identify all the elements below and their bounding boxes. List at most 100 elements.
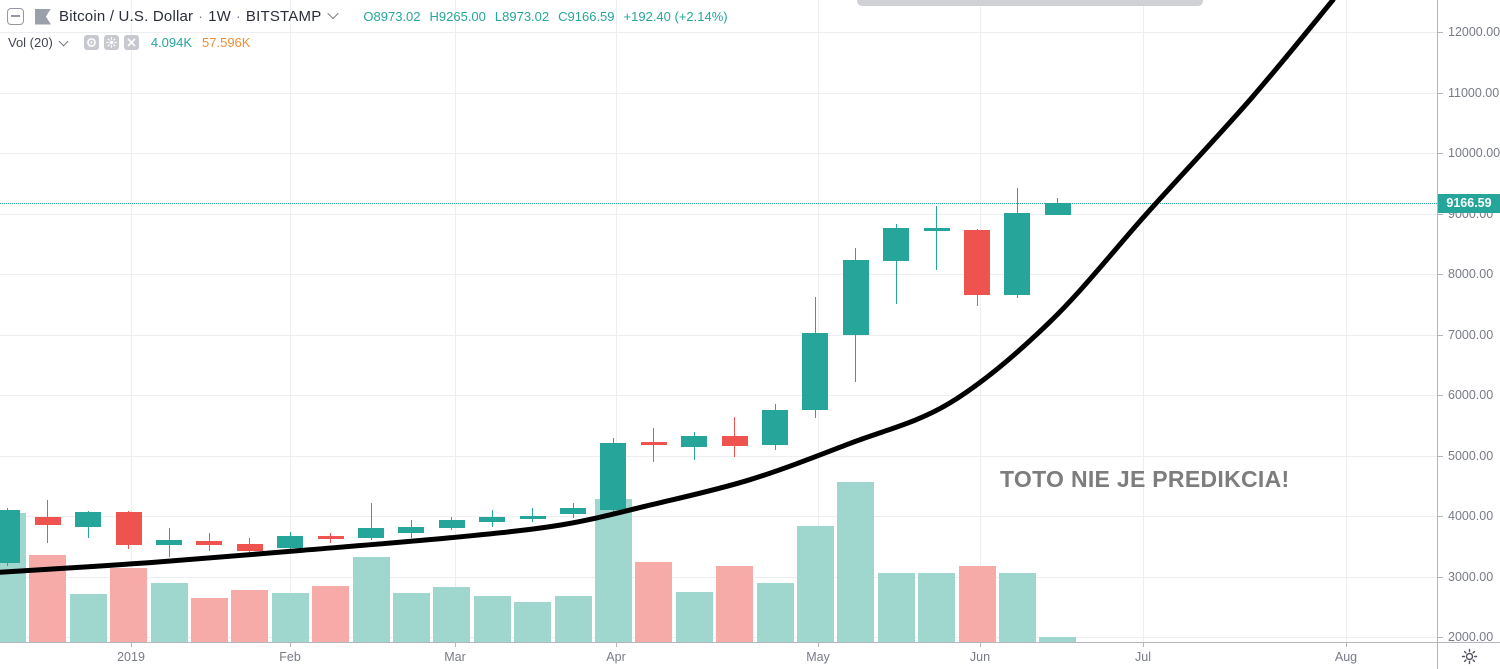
volume-bar bbox=[998, 572, 1036, 642]
indicator-legend: Vol (20) bbox=[8, 35, 250, 50]
price-axis-label: 5000.00 bbox=[1448, 448, 1494, 463]
candle-body bbox=[923, 228, 950, 231]
candle-body bbox=[640, 441, 667, 445]
volume-bar bbox=[958, 566, 996, 642]
grid-line-vertical bbox=[980, 0, 981, 642]
price-axis-tick bbox=[1438, 455, 1443, 457]
time-axis-tick bbox=[455, 643, 456, 647]
volume-bar bbox=[635, 561, 673, 642]
last-price-badge: 9166.59 bbox=[1438, 193, 1500, 213]
candle-wick bbox=[653, 427, 655, 463]
collapsed-toolbar-bar[interactable] bbox=[857, 0, 1203, 6]
collapse-panel-icon[interactable] bbox=[7, 8, 24, 25]
volume-current-value: 4.094K bbox=[150, 35, 193, 50]
candle-body bbox=[681, 435, 708, 447]
volume-bar bbox=[1039, 637, 1077, 642]
grid-line-horizontal bbox=[0, 334, 1437, 336]
candle-body bbox=[34, 517, 61, 526]
candle-body bbox=[196, 540, 223, 545]
volume-bar bbox=[554, 595, 592, 642]
price-axis-label: 3000.00 bbox=[1448, 569, 1494, 584]
time-axis-tick bbox=[980, 643, 981, 647]
low-value: L8973.02 bbox=[494, 9, 550, 24]
price-axis-tick bbox=[1438, 92, 1443, 94]
candle-body bbox=[1044, 203, 1071, 216]
candle-body bbox=[964, 229, 990, 296]
candle-body bbox=[115, 511, 142, 546]
chevron-down-icon[interactable] bbox=[327, 7, 340, 20]
candle-body bbox=[479, 517, 506, 522]
candle-wick bbox=[936, 206, 938, 270]
price-axis-label: 11000.00 bbox=[1448, 85, 1500, 100]
candle-body bbox=[358, 528, 384, 538]
price-axis[interactable]: 12000.00 11000.00 10000.00 9000.00 8000.00 70… bbox=[1437, 0, 1500, 644]
candle-body bbox=[721, 435, 748, 446]
volume-bar bbox=[594, 499, 632, 642]
time-axis-tick bbox=[1143, 643, 1144, 647]
volume-bar bbox=[433, 587, 471, 642]
volume-bar bbox=[796, 526, 834, 642]
time-axis-label: Apr bbox=[606, 650, 626, 664]
grid-line-horizontal bbox=[0, 395, 1437, 396]
axis-settings-gear-icon[interactable] bbox=[1461, 648, 1478, 665]
symbol-logo bbox=[35, 8, 51, 25]
candle-body bbox=[236, 543, 263, 552]
volume-bar bbox=[69, 594, 107, 642]
time-axis-label: Aug bbox=[1334, 650, 1358, 664]
symbol-title[interactable]: Bitcoin / U.S. Dollar · 1W · BITSTAMP bbox=[59, 8, 321, 25]
chevron-down-icon[interactable] bbox=[58, 36, 69, 47]
volume-bar bbox=[756, 583, 794, 642]
indicator-hide-icon[interactable] bbox=[83, 35, 99, 50]
time-axis-tick bbox=[131, 643, 132, 647]
candle-body bbox=[560, 508, 586, 515]
candle-body bbox=[842, 260, 869, 336]
high-value: H9265.00 bbox=[429, 9, 486, 24]
time-axis-tick bbox=[818, 643, 819, 647]
price-axis-label: 7000.00 bbox=[1448, 327, 1494, 342]
indicator-settings-icon[interactable] bbox=[103, 35, 119, 50]
volume-bar bbox=[918, 572, 956, 642]
indicator-name[interactable]: Vol (20) bbox=[8, 35, 53, 50]
price-axis-tick bbox=[1438, 516, 1443, 517]
volume-bar bbox=[392, 593, 430, 642]
chart-canvas[interactable] bbox=[0, 0, 1437, 642]
candle-body bbox=[277, 536, 304, 549]
volume-bar bbox=[837, 482, 875, 642]
trend-curve bbox=[0, 0, 1336, 575]
exchange-label: BITSTAMP bbox=[245, 8, 322, 25]
time-axis-label: May bbox=[806, 650, 830, 664]
price-axis-tick bbox=[1438, 153, 1443, 154]
grid-line-horizontal bbox=[0, 32, 1437, 33]
volume-bar bbox=[231, 589, 269, 642]
time-axis[interactable]: 2019 Feb Mar Apr May Jun Jul Aug bbox=[0, 642, 1500, 669]
time-axis-label: Jul bbox=[1135, 650, 1151, 664]
candle-body bbox=[762, 410, 788, 446]
volume-bar bbox=[473, 595, 511, 642]
grid-line-vertical bbox=[1346, 0, 1347, 642]
grid-line-vertical bbox=[131, 0, 132, 642]
symbol-name: Bitcoin / U.S. Dollar bbox=[59, 8, 194, 25]
price-axis-label: 8000.00 bbox=[1448, 267, 1494, 281]
title-separator: · bbox=[236, 8, 241, 24]
price-axis-label: 4000.00 bbox=[1448, 509, 1494, 523]
close-value: C9166.59 bbox=[558, 9, 615, 24]
volume-bar bbox=[675, 592, 713, 642]
grid-line-vertical bbox=[1143, 0, 1144, 642]
time-axis-tick bbox=[290, 643, 291, 647]
candle-body bbox=[883, 228, 910, 261]
candle-body bbox=[75, 511, 102, 527]
candle-body bbox=[802, 332, 829, 411]
last-price-dotted-line bbox=[0, 203, 1437, 205]
price-axis-label: 10000.00 bbox=[1448, 146, 1500, 160]
time-axis-label: Jun bbox=[969, 650, 991, 664]
grid-line-horizontal bbox=[0, 274, 1437, 275]
indicator-delete-icon[interactable] bbox=[123, 35, 139, 50]
volume-bar bbox=[190, 598, 228, 642]
price-axis-tick bbox=[1438, 213, 1443, 215]
price-axis-label: 2000.00 bbox=[1448, 630, 1494, 644]
time-axis-label: Feb bbox=[279, 650, 301, 664]
price-axis-label: 12000.00 bbox=[1448, 25, 1500, 39]
volume-bar bbox=[312, 585, 350, 642]
time-axis-tick bbox=[616, 643, 617, 647]
